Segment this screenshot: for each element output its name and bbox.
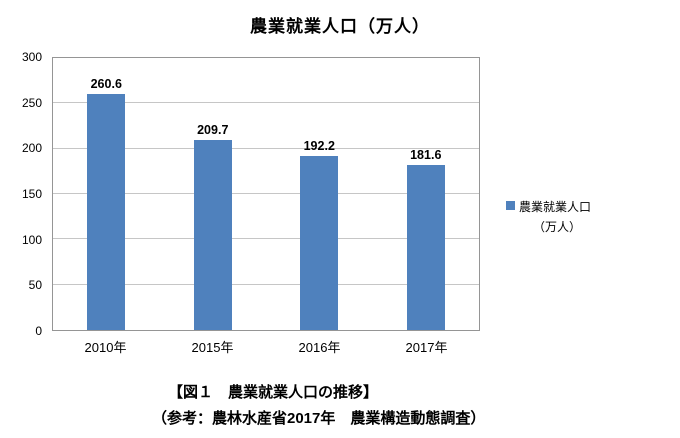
- legend-entry: 農業就業人口: [506, 197, 591, 217]
- y-axis: 0 50 100 150 200 250 300: [0, 50, 46, 338]
- figure-caption-source: （参考：農林水産省2017年 農業構造動態調査）: [152, 410, 486, 427]
- legend-label-line2: （万人）: [533, 220, 582, 235]
- gridline: [53, 102, 479, 104]
- y-tick-label: 150: [21, 187, 42, 201]
- figure-caption-title: 【図１ 農業就業人口の推移】: [168, 384, 379, 401]
- y-tick-label: 0: [35, 324, 42, 338]
- x-tick-label: 2010年: [84, 340, 127, 355]
- bars-group: 260.6 209.7 192.2 181.6: [53, 58, 479, 330]
- x-tick-label: 2017年: [405, 340, 448, 355]
- bar-slot: 192.2: [266, 58, 373, 330]
- y-tick-label: 300: [21, 50, 42, 64]
- bar-value-label: 181.6: [410, 148, 442, 163]
- x-axis: 2010年 2015年 2016年 2017年: [52, 337, 480, 356]
- bar-value-label: 192.2: [303, 138, 335, 153]
- legend-label-line1: 農業就業人口: [519, 200, 592, 214]
- y-tick-label: 100: [21, 232, 42, 247]
- gridline: [53, 147, 479, 149]
- legend: 農業就業人口 （万人）: [506, 197, 591, 238]
- chart-title: 農業就業人口（万人）: [250, 17, 430, 36]
- plot-area: 260.6 209.7 192.2 181.6: [52, 57, 480, 331]
- bar-value-label: 209.7: [197, 122, 229, 137]
- bar: 209.7: [193, 123, 232, 330]
- legend-marker-icon: [506, 201, 515, 210]
- y-tick-label: 250: [21, 95, 42, 110]
- gridline: [53, 238, 479, 240]
- x-tick-label: 2015年: [191, 340, 234, 355]
- bar-slot: 260.6: [53, 58, 160, 330]
- bar-slot: 209.7: [160, 58, 267, 330]
- gridline: [53, 193, 479, 194]
- bar: 192.2: [300, 139, 339, 330]
- x-tick-label: 2016年: [298, 340, 341, 355]
- bar: 181.6: [406, 148, 445, 330]
- bar-slot: 181.6: [373, 58, 480, 330]
- y-tick-label: 50: [28, 278, 42, 293]
- gridline: [53, 283, 479, 285]
- bar: 260.6: [87, 77, 126, 330]
- y-tick-label: 200: [21, 141, 42, 156]
- bar-value-label: 260.6: [90, 76, 122, 91]
